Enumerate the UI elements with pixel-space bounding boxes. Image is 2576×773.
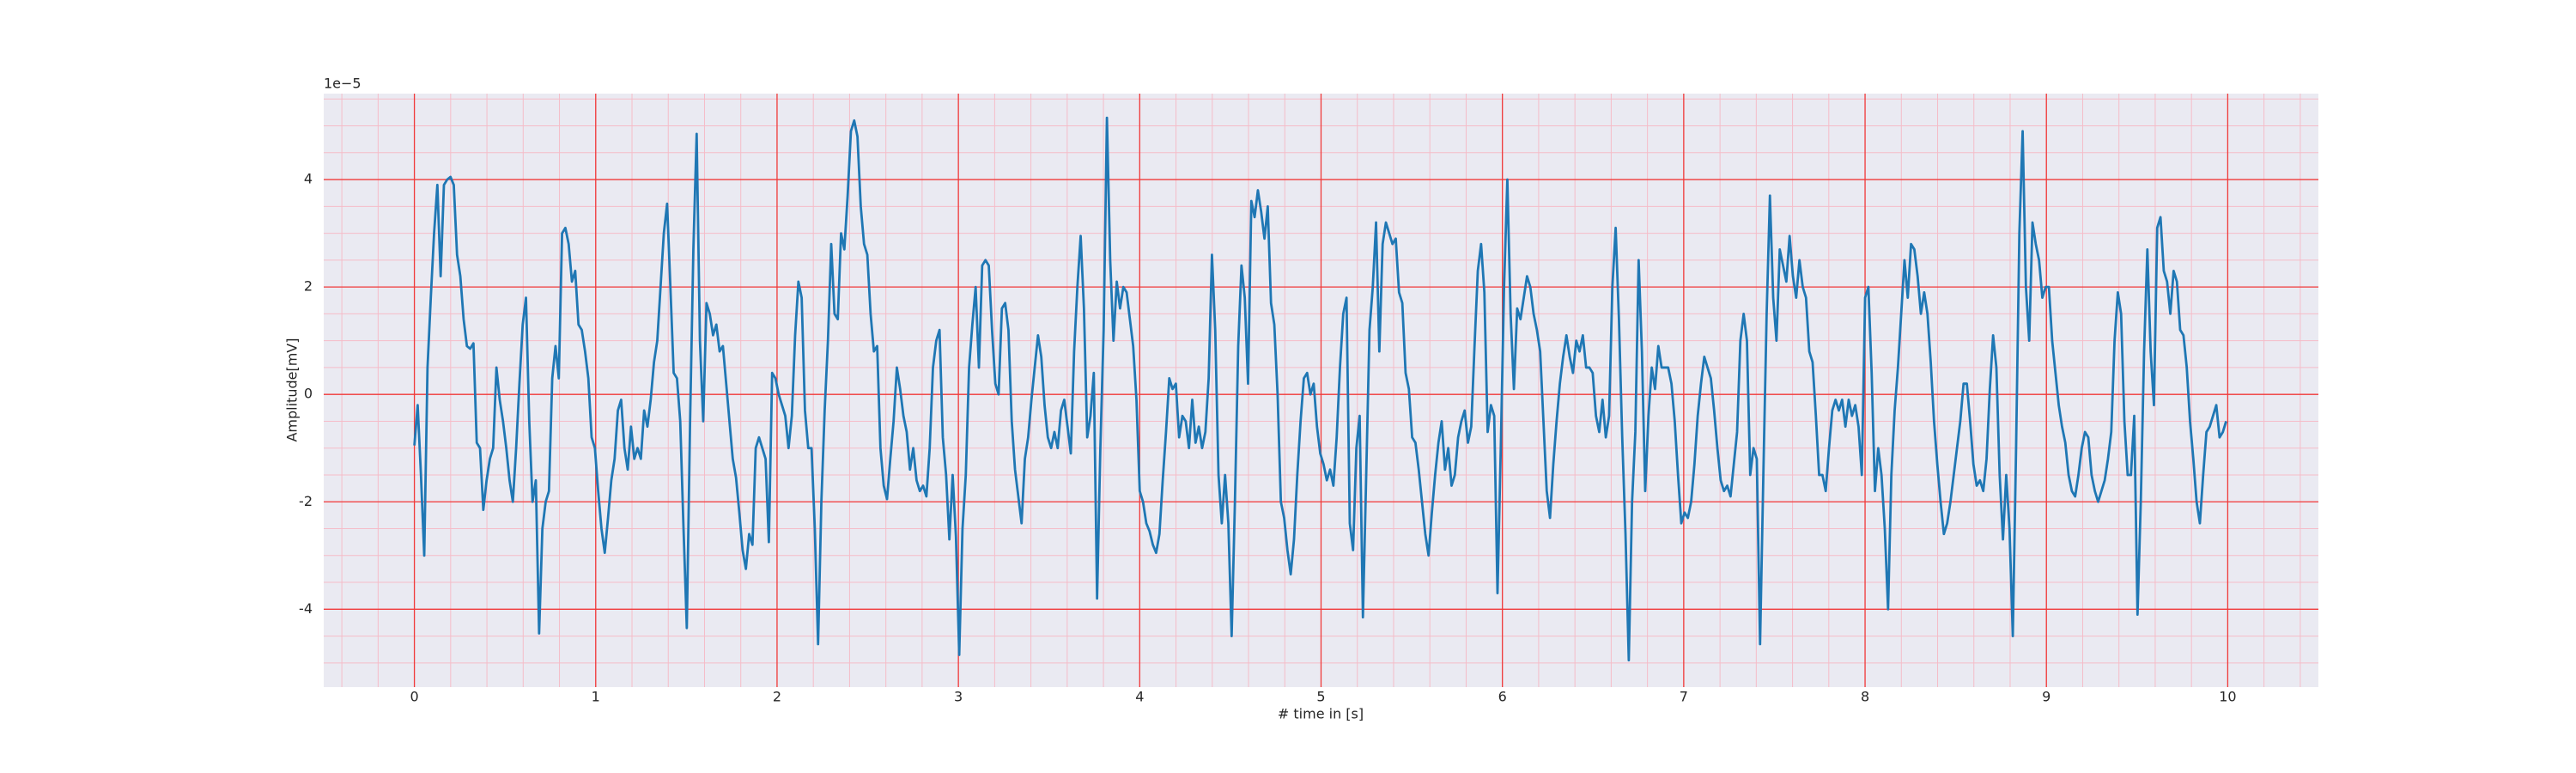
y-axis-label: Amplitude[mV]: [284, 338, 301, 441]
x-axis-label: # time in [s]: [1278, 706, 1364, 722]
x-tick-label: 6: [1498, 689, 1507, 705]
x-tick-label: 0: [410, 689, 418, 705]
x-tick-label: 9: [2042, 689, 2050, 705]
x-tick-label: 7: [1680, 689, 1688, 705]
y-tick-label: -2: [299, 493, 313, 509]
x-tick-label: 5: [1316, 689, 1325, 705]
x-tick-label: 1: [592, 689, 600, 705]
y-tick-label: 4: [304, 171, 313, 187]
x-tick-label: 8: [1861, 689, 1869, 705]
y-tick-label: -4: [299, 600, 313, 617]
x-tick-label: 2: [773, 689, 781, 705]
y-tick-label: 2: [304, 278, 313, 295]
x-tick-label: 4: [1135, 689, 1144, 705]
axis-offset-text: 1e−5: [324, 76, 361, 92]
x-tick-label: 3: [954, 689, 963, 705]
signal-line: [413, 116, 2227, 662]
plot-area: [324, 94, 2318, 687]
y-tick-label: 0: [304, 386, 313, 402]
x-tick-label: 10: [2219, 689, 2236, 705]
